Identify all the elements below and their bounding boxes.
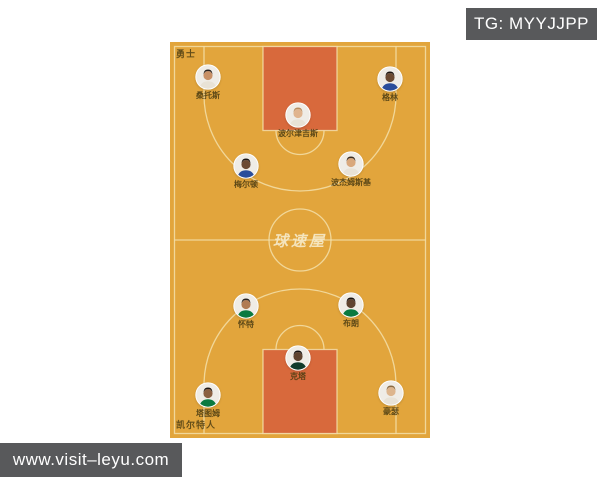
face (346, 158, 356, 168)
player-name: 桑托斯 (196, 91, 220, 100)
player-avatar (195, 382, 221, 408)
players-bottom-layer: 怀特 布朗克塔塔图姆 豪瑟 (170, 42, 430, 438)
site-url: www.visit–leyu.com (12, 450, 170, 469)
player-marker: 克塔 (263, 345, 333, 382)
player-marker: 桑托斯 (173, 64, 243, 101)
face (386, 387, 396, 397)
players-top-layer: 桑托斯 格林波尔津吉斯梅尔顿 波杰姆斯基 (170, 42, 430, 438)
player-marker: 怀特 (211, 293, 281, 330)
player-marker: 布朗 (316, 292, 386, 329)
player-name: 格林 (382, 93, 398, 102)
face (385, 73, 395, 83)
hair (346, 156, 356, 162)
player-avatar (195, 64, 221, 90)
player-avatar (233, 153, 259, 179)
player-name: 怀特 (238, 320, 254, 329)
bottom-free-throw-arc (276, 326, 324, 350)
watermark-logo: 球速屋 (272, 233, 327, 250)
hair (203, 387, 213, 393)
hair (293, 107, 303, 113)
face (203, 389, 213, 399)
player-name: 波尔津吉斯 (278, 129, 318, 138)
player-marker: 格林 (355, 66, 425, 103)
center-circle (269, 209, 331, 271)
hair (293, 350, 303, 356)
hair (346, 297, 356, 303)
player-name: 波杰姆斯基 (331, 178, 371, 187)
top-free-throw-arc (276, 131, 324, 155)
player-name: 梅尔顿 (234, 180, 258, 189)
team-label-top: 勇士 (176, 49, 197, 59)
team-label-bottom: 凯尔特人 (176, 420, 217, 430)
player-marker: 塔图姆 (173, 382, 243, 419)
player-name: 塔图姆 (196, 409, 220, 418)
player-avatar (233, 293, 259, 319)
hair (386, 385, 396, 391)
player-avatar (285, 345, 311, 371)
telegram-handle: TG: MYYJJPP (473, 14, 590, 33)
face (346, 299, 356, 309)
site-banner: www.visit–leyu.com (0, 443, 182, 477)
hair (203, 69, 213, 75)
face (203, 71, 213, 81)
hair (385, 71, 395, 77)
face (293, 109, 303, 119)
hair (241, 158, 251, 164)
face (241, 160, 251, 170)
face (293, 352, 303, 362)
player-marker: 波尔津吉斯 (263, 102, 333, 139)
player-name: 克塔 (290, 372, 306, 381)
hair (241, 298, 251, 304)
player-marker: 梅尔顿 (211, 153, 281, 190)
player-marker: 波杰姆斯基 (316, 151, 386, 188)
face (241, 300, 251, 310)
player-avatar (378, 380, 404, 406)
player-avatar (338, 292, 364, 318)
player-marker: 豪瑟 (356, 380, 426, 417)
bottom-three-point-line (204, 289, 396, 434)
basketball-court: 球速屋 勇士 凯尔特人 桑托斯 格林波尔津吉斯梅尔顿 波杰姆斯基 怀特 布朗克塔塔图姆… (170, 42, 430, 438)
player-name: 布朗 (343, 319, 359, 328)
telegram-banner: TG: MYYJJPP (466, 8, 597, 40)
player-avatar (377, 66, 403, 92)
player-avatar (285, 102, 311, 128)
player-avatar (338, 151, 364, 177)
top-three-point-line (204, 47, 396, 192)
player-name: 豪瑟 (383, 407, 399, 416)
